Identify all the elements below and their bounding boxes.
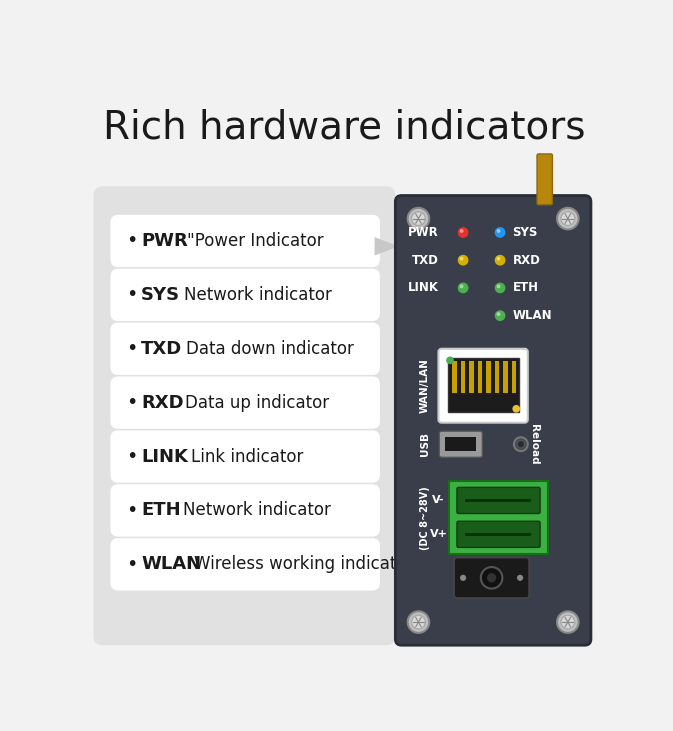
Circle shape <box>458 282 468 293</box>
Circle shape <box>512 405 520 413</box>
Circle shape <box>487 573 496 583</box>
Bar <box>469 361 474 393</box>
Circle shape <box>495 282 505 293</box>
Circle shape <box>561 616 575 629</box>
Bar <box>495 361 499 393</box>
Text: (DC 8~28V): (DC 8~28V) <box>419 486 429 550</box>
FancyBboxPatch shape <box>94 186 395 645</box>
FancyBboxPatch shape <box>110 538 380 591</box>
Text: TXD: TXD <box>141 340 182 357</box>
Circle shape <box>446 357 454 364</box>
FancyBboxPatch shape <box>110 322 380 375</box>
Text: Wireless working indicator": Wireless working indicator" <box>194 556 421 573</box>
Text: ETH: ETH <box>141 501 181 520</box>
Circle shape <box>458 227 468 238</box>
Bar <box>478 361 483 393</box>
Text: Rich hardware indicators: Rich hardware indicators <box>103 109 586 147</box>
Circle shape <box>495 255 505 265</box>
Circle shape <box>460 257 464 260</box>
Circle shape <box>497 312 501 316</box>
Circle shape <box>458 255 468 265</box>
FancyBboxPatch shape <box>110 431 380 482</box>
Circle shape <box>411 616 425 629</box>
Text: •: • <box>127 232 138 251</box>
Text: RXD: RXD <box>512 254 540 267</box>
Text: •: • <box>127 285 138 304</box>
FancyBboxPatch shape <box>110 269 380 321</box>
Text: •: • <box>127 555 138 574</box>
Circle shape <box>557 611 579 633</box>
Circle shape <box>517 440 525 448</box>
Text: PWR: PWR <box>408 226 439 239</box>
Text: WLAN: WLAN <box>512 309 552 322</box>
Text: Data up indicator: Data up indicator <box>185 394 329 412</box>
Circle shape <box>557 208 579 230</box>
Text: TXD: TXD <box>412 254 439 267</box>
FancyBboxPatch shape <box>439 431 483 458</box>
Text: LINK: LINK <box>141 447 188 466</box>
Circle shape <box>460 575 466 581</box>
FancyBboxPatch shape <box>448 358 519 412</box>
Text: Data down indicator: Data down indicator <box>186 340 354 357</box>
Text: •: • <box>127 447 138 466</box>
Text: LINK: LINK <box>407 281 439 295</box>
FancyBboxPatch shape <box>537 154 553 205</box>
Text: PWR: PWR <box>141 232 188 250</box>
Bar <box>452 361 457 393</box>
FancyBboxPatch shape <box>439 349 528 423</box>
Text: ETH: ETH <box>512 281 538 295</box>
Circle shape <box>497 229 501 233</box>
FancyBboxPatch shape <box>454 558 530 598</box>
Circle shape <box>495 310 505 321</box>
Text: •: • <box>127 339 138 358</box>
Circle shape <box>517 575 523 581</box>
Circle shape <box>460 229 464 233</box>
Text: Link indicator: Link indicator <box>190 447 303 466</box>
Text: V-: V- <box>432 496 445 505</box>
Circle shape <box>460 284 464 288</box>
Polygon shape <box>375 237 398 256</box>
Circle shape <box>481 567 502 588</box>
FancyBboxPatch shape <box>110 215 380 267</box>
Circle shape <box>495 227 505 238</box>
Text: RXD: RXD <box>141 394 184 412</box>
FancyBboxPatch shape <box>450 481 548 554</box>
Circle shape <box>497 284 501 288</box>
Text: SYS: SYS <box>141 286 180 304</box>
Circle shape <box>514 437 528 451</box>
Text: SYS: SYS <box>512 226 538 239</box>
Text: Reload: Reload <box>529 424 539 464</box>
Bar <box>511 361 516 393</box>
Bar <box>461 361 466 393</box>
FancyBboxPatch shape <box>110 484 380 537</box>
FancyBboxPatch shape <box>395 195 591 645</box>
Circle shape <box>561 212 575 226</box>
Text: "Power Indicator: "Power Indicator <box>188 232 324 250</box>
FancyBboxPatch shape <box>446 437 476 451</box>
Circle shape <box>497 257 501 260</box>
Bar <box>503 361 507 393</box>
Text: USB: USB <box>419 432 429 456</box>
Circle shape <box>408 611 429 633</box>
Text: Network indicator: Network indicator <box>184 286 332 304</box>
Text: •: • <box>127 501 138 520</box>
Text: Network indicator: Network indicator <box>183 501 330 520</box>
Text: •: • <box>127 393 138 412</box>
Text: V+: V+ <box>429 529 448 539</box>
FancyBboxPatch shape <box>457 488 540 514</box>
Circle shape <box>408 208 429 230</box>
Bar <box>486 361 491 393</box>
Circle shape <box>411 212 425 226</box>
FancyBboxPatch shape <box>110 376 380 429</box>
Text: WAN/LAN: WAN/LAN <box>419 358 429 413</box>
Text: WLAN: WLAN <box>141 556 201 573</box>
FancyBboxPatch shape <box>457 521 540 548</box>
